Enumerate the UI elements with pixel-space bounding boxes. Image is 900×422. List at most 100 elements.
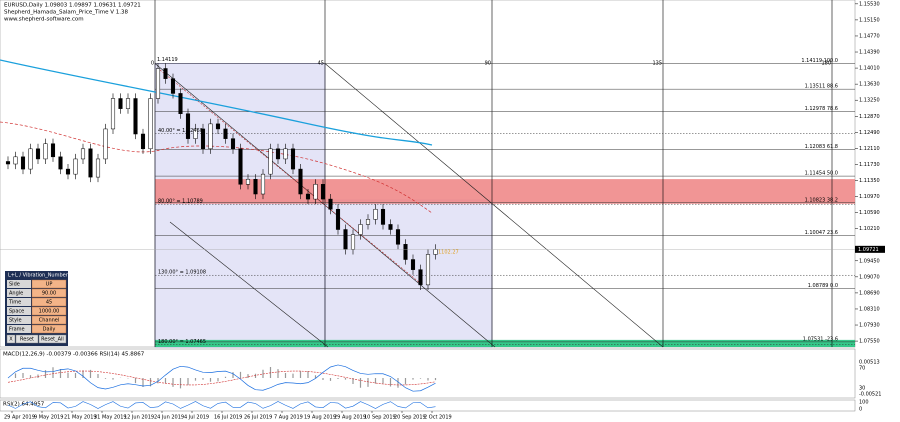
candle-body [88,148,93,178]
x-tick-label: 2 Oct 2019 [424,415,452,421]
candle-body [410,259,416,270]
candle-body [365,219,371,225]
y-tick-label: 1.08310 [859,306,880,312]
candle-body [253,178,258,195]
x-tick-label: 24 Jun 2019 [154,415,184,421]
x-tick-label: 31 May 2019 [94,415,127,421]
x-tick-label: 29 Aug 2019 [334,415,366,421]
panel-value-button[interactable] [31,306,67,316]
candle-body [185,113,191,139]
candle-body [133,98,138,135]
y-tick-label: 1.13250 [859,98,880,104]
candle-body [380,208,386,225]
panel-value-button[interactable] [31,279,67,289]
rsi-axis-label: 100 [859,400,869,406]
macd-axis-label: 30 [859,386,865,392]
macd-plot [7,364,437,409]
macd-axis-label: 0.00513 [859,360,880,366]
candle-body [298,168,303,195]
y-tick-label: 1.15530 [859,1,880,7]
candle-body [170,78,176,94]
candle-body [65,168,71,175]
candle-body [275,148,281,160]
candle-body [73,158,78,175]
rsi-label: RSI(2) 64.4957 [3,402,45,408]
candle-body [283,148,288,160]
panel-button-label: Reset [20,337,34,343]
rsi2-line [7,401,436,409]
cycle-label: 0 [151,61,154,67]
candle-body [193,128,198,139]
start-label: 1.14119 [157,57,178,63]
panel-button-label: Reset_All [41,337,64,343]
x-tick-label: 12 Jun 2019 [124,415,154,421]
panel-value-button[interactable] [31,315,67,325]
panel-value-button[interactable] [31,288,67,298]
panel-label-cell [7,316,31,324]
fib-label: 1.12978 78.6 [805,106,838,112]
candle-body [245,178,251,185]
candle-body [350,234,356,250]
macd-panel [0,348,856,399]
website: www.shepherd-software.com [4,17,84,23]
panel-button[interactable] [6,334,16,344]
fib-label: 1.10823 38.2 [805,197,838,203]
candle-body [43,143,48,160]
candle-body [328,198,333,210]
support-zone [155,339,855,347]
candle-body [305,193,311,200]
panel-value-button[interactable] [31,297,67,307]
candle-body [13,156,18,165]
panel-value: 90.00 [42,291,56,297]
indicator-name: Shepherd_Hamada_Salam_Price_Time V 1.38 [4,10,128,16]
candle-body [28,148,33,170]
y-tick-label: 1.10590 [859,210,880,216]
fib-label: 1.12083 61.8 [805,144,838,150]
y-tick-label: 1.09450 [859,258,880,264]
price-tag [855,245,885,253]
y-tick-label: 1.14770 [859,33,880,39]
x-tick-label: 19 Aug 2019 [304,415,336,421]
candle-body [125,98,131,109]
candle-body [110,98,116,130]
macd-signal [7,370,436,386]
panel-label-cell [7,298,31,306]
candle-body [35,148,41,160]
panel-button[interactable] [15,334,39,344]
panel-label: Angle [9,291,23,297]
fib-label: 1.14119 100.0 [801,58,838,64]
candle-body [80,148,86,160]
candle-body [290,148,296,170]
y-tick-label: 1.14390 [859,50,880,56]
candle-body [358,224,363,235]
y-tick-label: 1.13630 [859,82,880,88]
panel-value: Channel [39,318,60,324]
panel-value: UP [46,282,53,288]
panel-value: 45 [46,300,52,306]
time-box [154,63,326,348]
cycle-label: 135 [652,61,662,67]
cycle-label: 45 [318,61,324,67]
panel-title: L+L / Vibration_Number [8,273,69,279]
y-tick-label: 1.12110 [859,146,880,152]
panel-label-cell [7,307,31,315]
candle-body [118,98,123,109]
foreground-objects [0,59,438,290]
candle-body [223,128,228,139]
moving-average [0,121,433,214]
time-box [324,199,493,348]
panel-value-button[interactable] [31,324,67,334]
panel-label-cell [7,289,31,297]
candle-body [5,161,11,165]
y-tick-label: 1.07930 [859,323,880,329]
candle-body [335,208,341,230]
y-tick-label: 1.15150 [859,17,880,23]
candle-body [163,68,168,79]
x-tick-label: 16 Jul 2019 [214,415,242,421]
candle-body [58,156,63,170]
y-tick-label: 1.14010 [859,66,880,72]
candle-body [343,229,348,250]
candle-body [433,249,438,255]
panel-button[interactable] [38,334,67,344]
